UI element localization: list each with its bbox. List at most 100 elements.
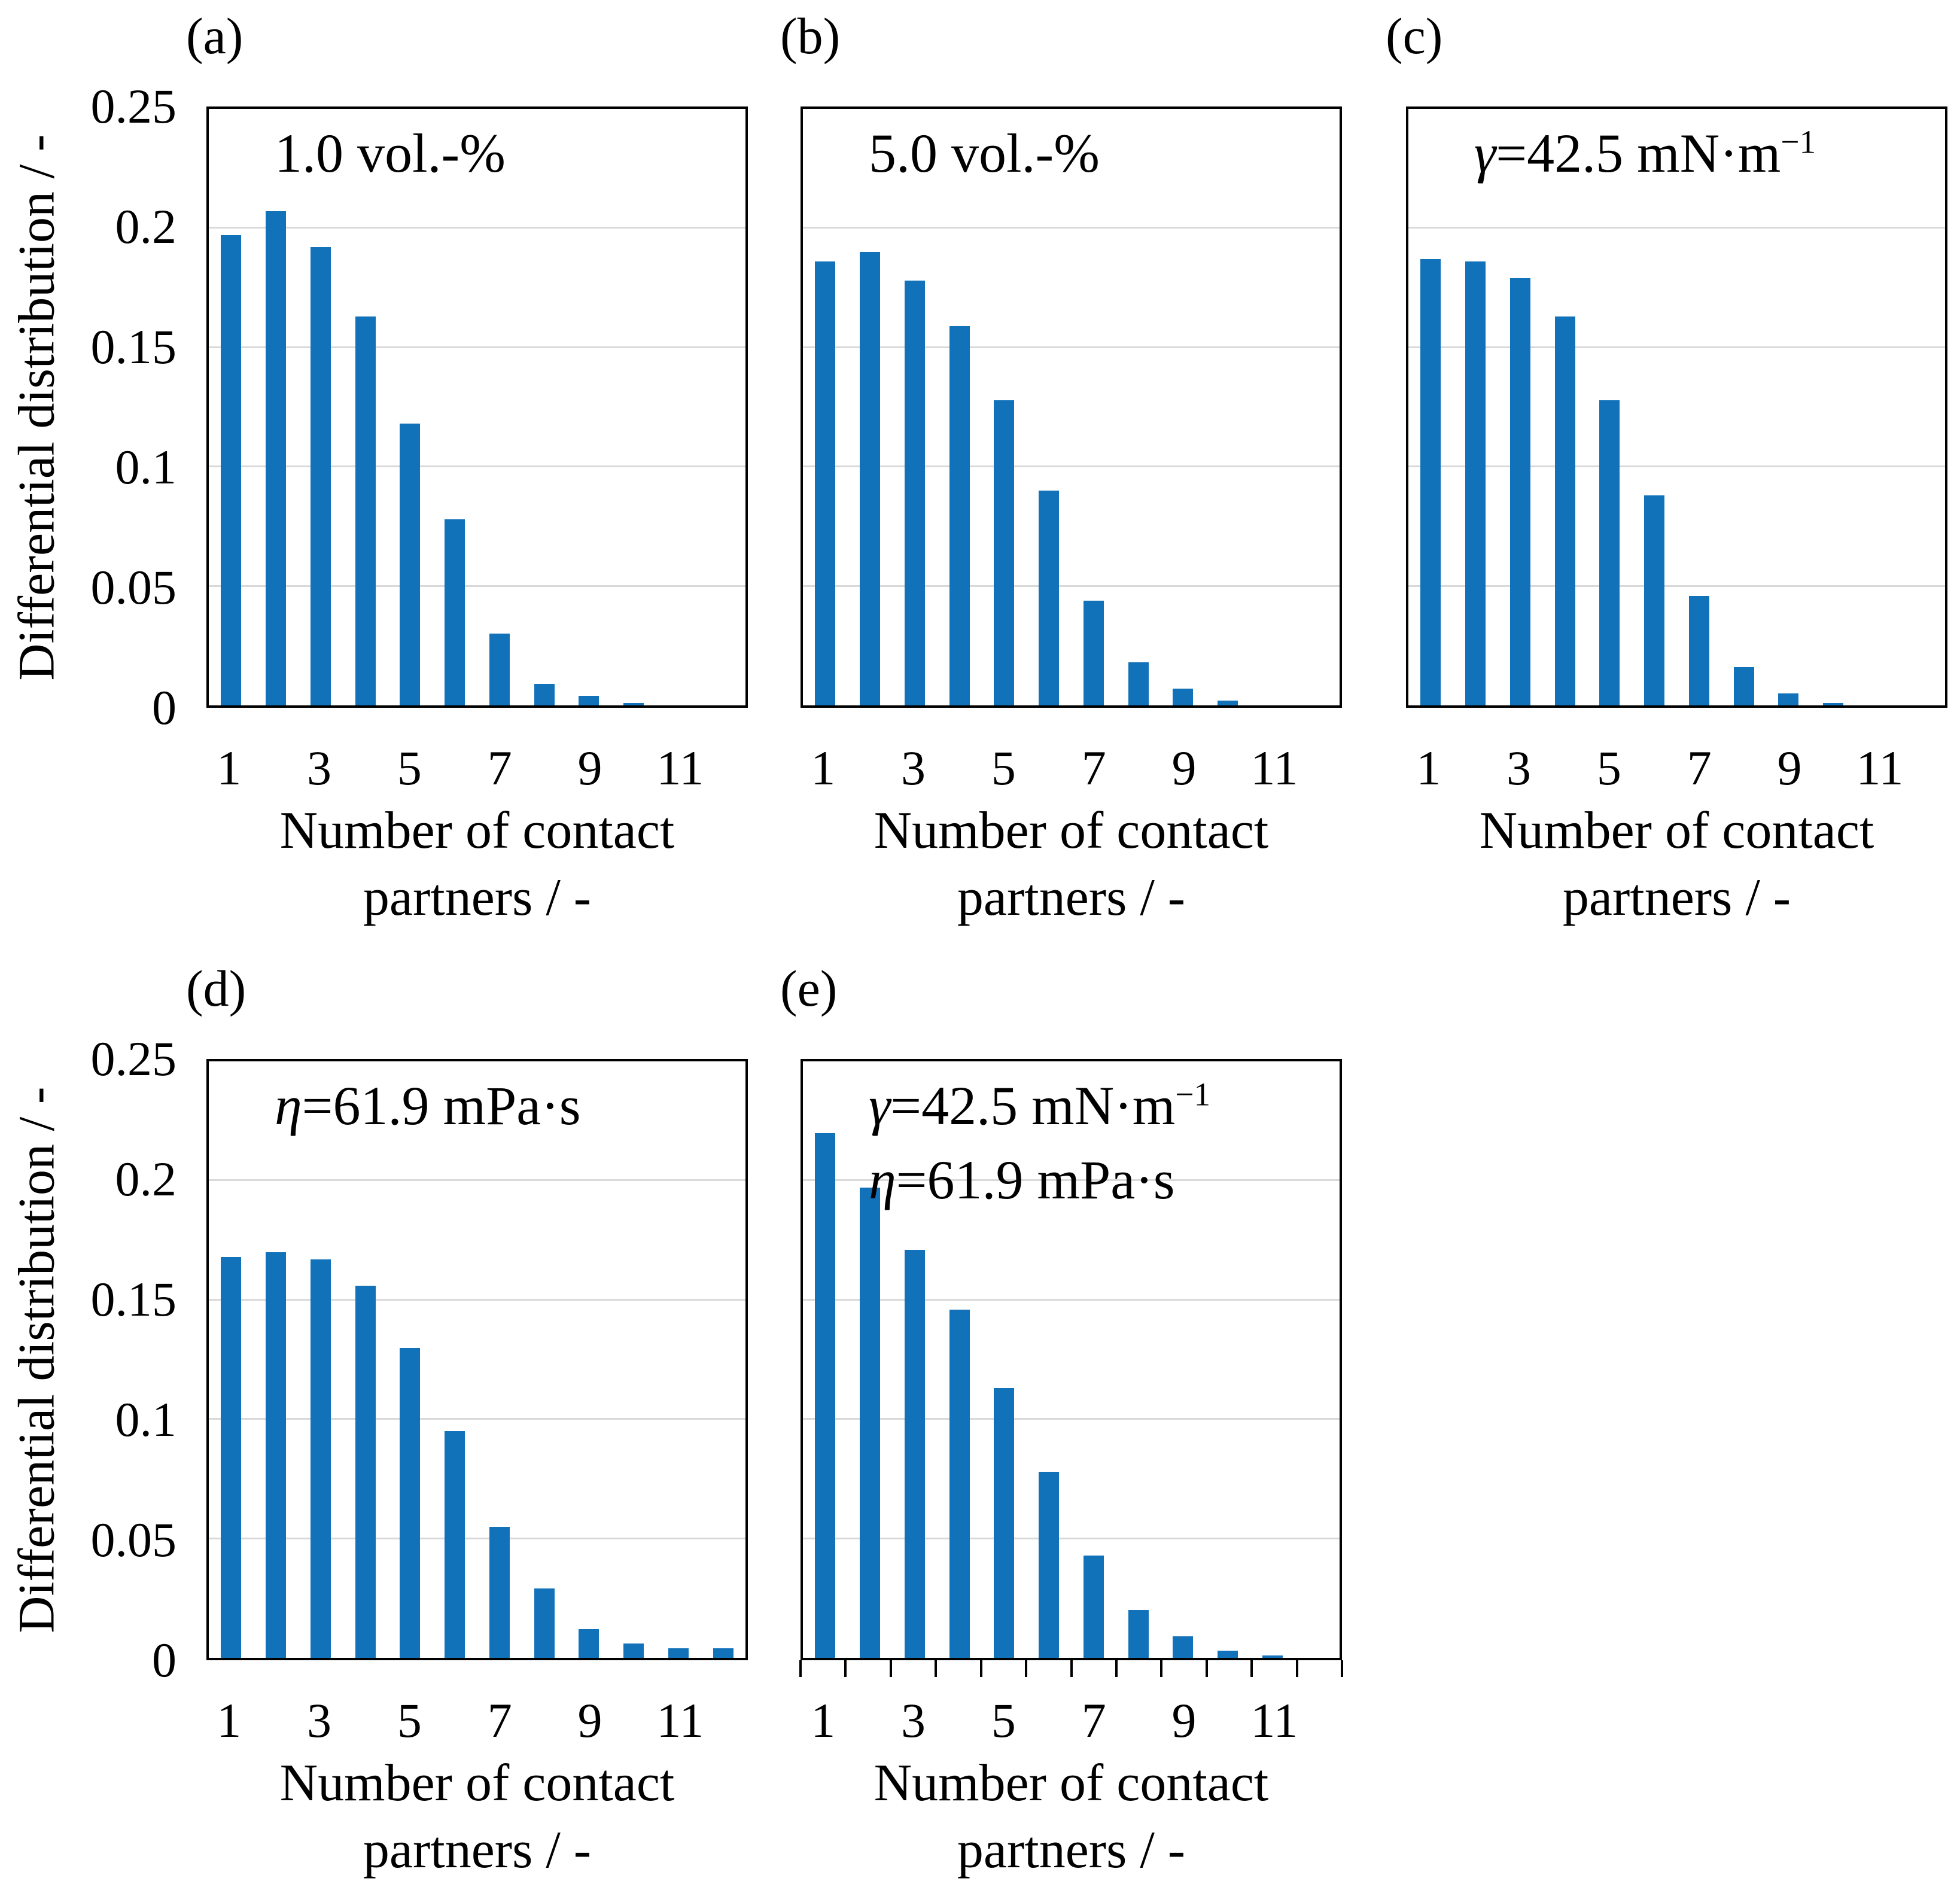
annotation-text: =61.9 mPa·s — [302, 1075, 581, 1136]
x-axis-title-line1: Number of contact — [1479, 802, 1874, 860]
gridline — [803, 585, 1340, 587]
gridline — [209, 1298, 745, 1301]
bar — [1778, 693, 1799, 705]
x-tick-label: 5 — [397, 741, 422, 795]
bar — [534, 1588, 555, 1658]
bar — [445, 1431, 465, 1658]
x-tick-label: 7 — [1081, 1693, 1106, 1748]
x-tick-mark — [1070, 1660, 1073, 1677]
x-axis-title-line2: partners / - — [957, 869, 1186, 927]
gridline — [803, 1418, 1340, 1420]
x-tick-label: 11 — [1856, 741, 1904, 795]
x-tick-mark — [844, 1660, 847, 1677]
bar — [489, 1526, 510, 1658]
bar — [1083, 600, 1104, 705]
bar — [579, 1629, 599, 1658]
annotation-line: η=61.9 mPa·s — [275, 1069, 581, 1143]
bar — [1420, 259, 1441, 705]
x-tick-mark — [889, 1660, 892, 1677]
x-tick-label: 9 — [1171, 1693, 1197, 1748]
plot-annotation: η=61.9 mPa·s — [275, 1069, 581, 1143]
x-tick-label: 3 — [307, 741, 332, 795]
gridline — [1408, 585, 1945, 587]
bar — [1039, 1471, 1060, 1658]
gridline — [209, 1418, 745, 1420]
bar — [1218, 701, 1238, 705]
x-tick-label: 7 — [487, 1693, 512, 1748]
greek-symbol: γ — [1474, 123, 1496, 184]
x-axis-title-line1: Number of contact — [279, 1754, 675, 1812]
plot-area-d: η=61.9 mPa·s — [206, 1059, 748, 1660]
bar — [1218, 1651, 1238, 1658]
x-tick-label: 3 — [1506, 741, 1532, 795]
bar — [860, 252, 881, 705]
gridline — [209, 465, 745, 468]
panel-a: (a) 1.0 vol.-% 0.25 0.2 0.15 0.1 0.05 0 1 3 5 7 9 11 N… — [91, 7, 748, 927]
x-tick-mark — [935, 1660, 938, 1677]
x-tick-label: 3 — [901, 741, 926, 795]
x-tick-label: 3 — [307, 1693, 332, 1748]
plot-area-b: 5.0 vol.-% — [801, 106, 1342, 708]
bar — [668, 1648, 689, 1658]
x-tick-mark — [1295, 1660, 1298, 1677]
plot-area-c: γ=42.5 mN·m−1 — [1406, 106, 1947, 708]
bar — [949, 1309, 970, 1658]
annotation-line: 1.0 vol.-% — [275, 116, 506, 190]
x-tick-label: 9 — [1777, 741, 1802, 795]
annotation-text: 1.0 vol.-% — [275, 123, 506, 184]
x-tick-label: 11 — [1250, 1693, 1298, 1748]
panel-label-d: (d) — [186, 960, 246, 1017]
x-axis-title: Number of contact partners / - — [59, 1750, 896, 1884]
gridline — [1408, 346, 1945, 348]
x-axis-title: Number of contact partners / - — [653, 798, 1490, 932]
gridline — [209, 1537, 745, 1539]
x-axis-title-line2: partners / - — [363, 1821, 592, 1879]
x-tick-label: 7 — [1081, 741, 1106, 795]
plot-annotation: 1.0 vol.-% — [275, 116, 506, 190]
bar — [355, 316, 376, 705]
x-tick-label: 7 — [487, 741, 512, 795]
greek-symbol: γ — [869, 1075, 891, 1136]
bar — [534, 684, 555, 705]
bar — [1823, 703, 1844, 705]
bar — [623, 1643, 644, 1658]
gridline — [209, 227, 745, 229]
gridline — [1408, 465, 1945, 468]
y-tick-label: 0.15 — [90, 1272, 177, 1326]
x-tick-label: 1 — [217, 741, 242, 795]
x-tick-mark — [1160, 1660, 1163, 1677]
x-tick-mark — [1115, 1660, 1118, 1677]
bar — [1128, 1610, 1149, 1658]
x-axis-title: Number of contact partners / - — [59, 798, 896, 932]
x-tick-label: 1 — [811, 1693, 836, 1748]
x-tick-label: 7 — [1687, 741, 1712, 795]
x-axis-title-line1: Number of contact — [874, 1754, 1269, 1812]
bar — [266, 1252, 287, 1658]
bar — [1083, 1555, 1104, 1658]
bar — [310, 1259, 331, 1658]
x-tick-label: 1 — [217, 1693, 242, 1748]
x-axis-title-line1: Number of contact — [279, 802, 675, 860]
gridline — [803, 1537, 1340, 1539]
y-tick-label: 0.05 — [90, 1512, 177, 1567]
bar — [904, 281, 925, 705]
gridline — [803, 227, 1340, 229]
bar — [221, 1257, 242, 1658]
x-tick-label: 11 — [656, 1693, 704, 1748]
x-axis-title-line1: Number of contact — [874, 802, 1269, 860]
annotation-text: 5.0 vol.-% — [869, 123, 1100, 184]
x-tick-label: 1 — [1416, 741, 1441, 795]
x-tick-label: 9 — [577, 1693, 602, 1748]
panel-label-e: (e) — [780, 960, 838, 1017]
annotation-text: =42.5 mN·m — [890, 1075, 1176, 1136]
bar — [1173, 1636, 1194, 1658]
y-tick-label: 0.1 — [115, 440, 177, 494]
plot-annotation: γ=42.5 mN·m−1 η=61.9 mPa·s — [869, 1069, 1210, 1217]
bar — [1733, 667, 1754, 705]
bar — [579, 696, 599, 705]
bar — [1599, 400, 1620, 705]
x-tick-mark — [1250, 1660, 1253, 1677]
bar — [400, 1347, 421, 1658]
x-axis-title-line2: partners / - — [957, 1821, 1186, 1879]
